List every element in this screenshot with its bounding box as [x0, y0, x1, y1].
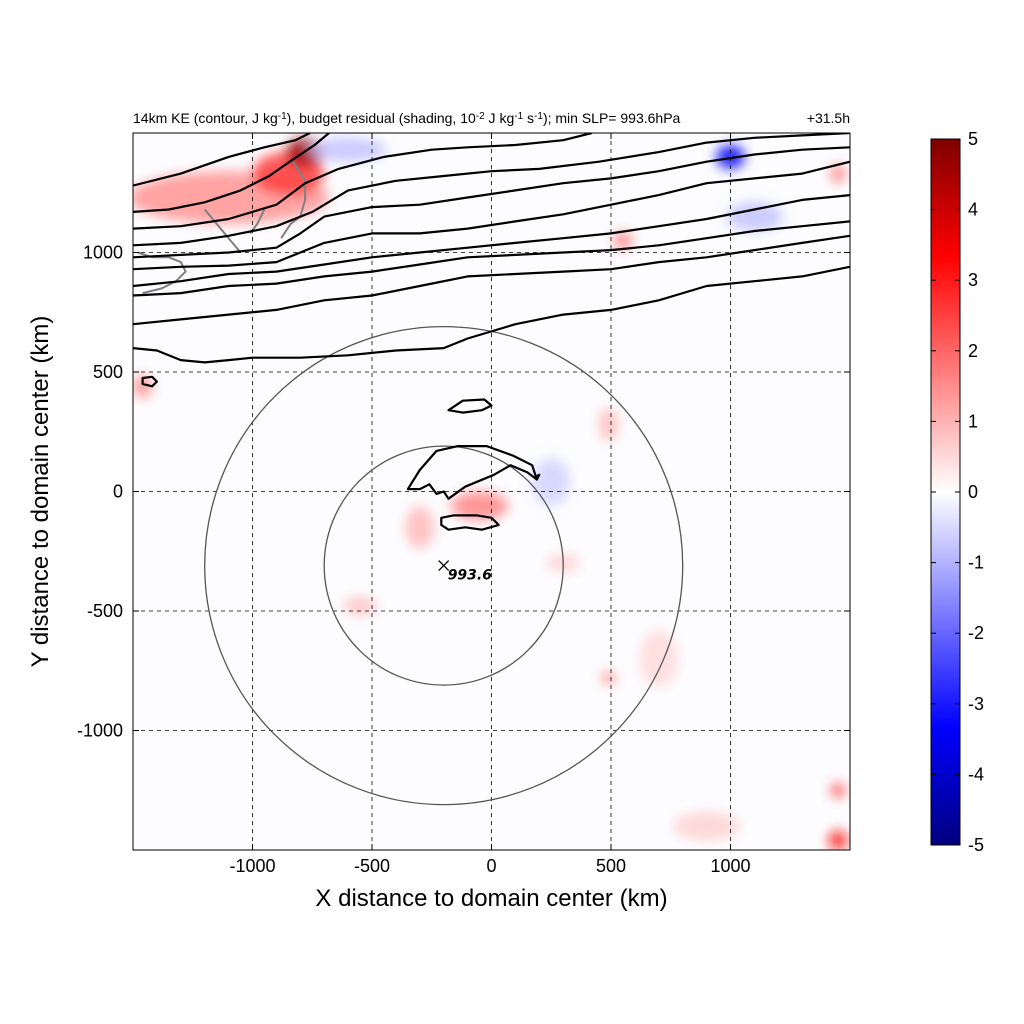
ke-contours [133, 133, 850, 531]
y-tick-label: 1000 [83, 243, 123, 263]
residual-blob [830, 783, 846, 798]
title-part: -1 [278, 111, 287, 122]
ke-contour [533, 473, 541, 481]
ke-contour [141, 375, 158, 388]
colorbar-tick-label: 5 [968, 129, 978, 149]
ke-contour [133, 133, 850, 247]
ke-contour [133, 133, 311, 187]
storm-center-marker [438, 560, 450, 572]
chart-time-label: +31.5h [807, 110, 850, 126]
residual-blob [599, 407, 619, 442]
title-part: -1 [534, 111, 543, 122]
title-part: -1 [514, 111, 523, 122]
ke-contour [133, 265, 850, 364]
storm-center: 993.6 [438, 560, 493, 584]
colorbar-tick-label: 3 [968, 270, 978, 290]
residual-blob [532, 458, 571, 506]
plot-background [133, 133, 850, 850]
ke-contour [133, 160, 850, 271]
ke-contour [133, 146, 850, 259]
title-part: ); min SLP= 993.6hPa [543, 110, 681, 126]
title-part: J kg [485, 110, 515, 126]
colorbar-tick-label: 2 [968, 341, 978, 361]
y-tick-label: -500 [87, 601, 123, 621]
plot-area: 993.6 [132, 132, 851, 851]
x-axis: -1000 -500 0 500 1000 [229, 133, 751, 876]
title-part: 14km KE (contour, J kg [133, 110, 278, 126]
coastline [203, 208, 242, 254]
ke-contour [133, 133, 593, 230]
y-tick-label: -1000 [77, 721, 123, 741]
colorbar-tick-label: 0 [968, 482, 978, 502]
range-ring [204, 325, 684, 806]
x-tick-label: -500 [354, 856, 390, 876]
residual-blob [613, 230, 633, 251]
ke-contour [440, 514, 500, 531]
residual-blob [405, 505, 435, 549]
residual-blob [309, 137, 387, 162]
colorbar-tick-label: 1 [968, 411, 978, 431]
ke-contour [133, 220, 850, 297]
title-part: s [523, 110, 534, 126]
ke-contour [133, 194, 850, 288]
ke-contour [133, 133, 330, 213]
x-tick-label: 500 [596, 856, 626, 876]
residual-blob [450, 491, 509, 521]
x-tick-label: -1000 [229, 856, 275, 876]
x-tick-label: 0 [486, 856, 496, 876]
y-tick-label: 0 [113, 482, 123, 502]
ke-contour [406, 445, 538, 500]
x-tick-label: 1000 [710, 856, 750, 876]
y-tick-label: 500 [93, 362, 123, 382]
colorbar-tick-label: 4 [968, 200, 978, 220]
residual-blob [602, 671, 615, 684]
coastline [280, 161, 307, 239]
ke-contour [447, 398, 493, 414]
residual-blob [133, 374, 153, 399]
y-axis: -1000 -500 0 500 1000 [77, 243, 850, 741]
x-axis-title: X distance to domain center (km) [315, 885, 667, 912]
colorbar-tick-label: -3 [968, 694, 984, 714]
colorbar: 5 4 3 2 1 0 -1 -2 -3 -4 -5 [930, 129, 984, 855]
colorbar-tick-label: -2 [968, 623, 984, 643]
colorbar-ticks: 5 4 3 2 1 0 -1 -2 -3 -4 -5 [931, 129, 984, 855]
colorbar-tick-label: -1 [968, 553, 984, 573]
ke-contour [133, 234, 850, 326]
residual-blob [639, 630, 678, 688]
residual-blob [830, 164, 846, 184]
residual-blob [716, 144, 745, 169]
title-part: -2 [476, 111, 485, 122]
range-rings [204, 325, 684, 806]
min-slp-label: 993.6 [448, 568, 493, 584]
residual-blob [673, 811, 741, 841]
y-axis-title: Y distance to domain center (km) [27, 316, 54, 668]
residual-blob [725, 202, 784, 231]
chart-title: 14km KE (contour, J kg-1), budget residu… [133, 110, 681, 126]
colorbar-tick-label: -4 [968, 764, 984, 784]
range-ring [323, 445, 564, 686]
title-part: ), budget residual (shading, 10 [287, 110, 476, 126]
residual-blob [828, 830, 848, 850]
colorbar-tick-label: -5 [968, 835, 984, 855]
